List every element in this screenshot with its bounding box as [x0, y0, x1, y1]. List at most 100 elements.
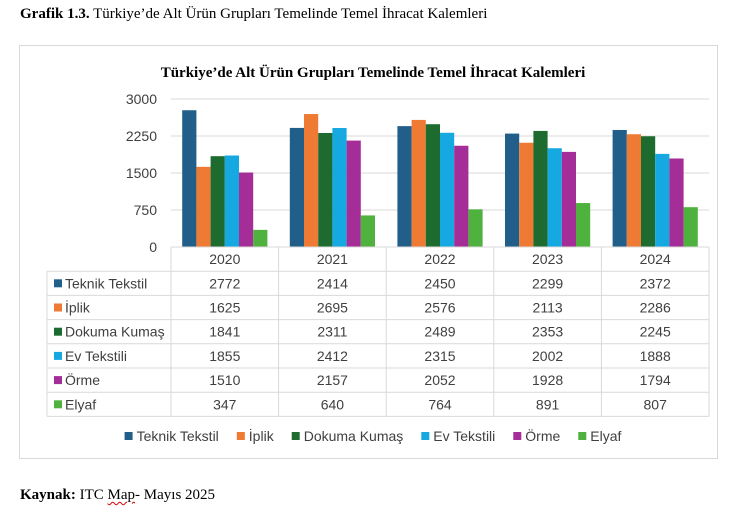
- table-series-label: Elyaf: [65, 396, 96, 412]
- table-series-label: Dokuma Kumaş: [65, 324, 165, 340]
- legend-label: Teknik Tekstil: [137, 428, 219, 444]
- bar: [411, 119, 426, 247]
- bar: [547, 148, 562, 247]
- data-label: 764: [428, 396, 452, 412]
- table-legend-key: [54, 279, 62, 288]
- table-legend-key: [54, 376, 62, 385]
- y-tick-label: 750: [134, 202, 158, 218]
- data-label: 2052: [424, 372, 455, 388]
- x-tick-label: 2020: [209, 251, 240, 267]
- data-label: 1841: [209, 324, 240, 340]
- data-label: 1510: [209, 372, 240, 388]
- bar: [454, 145, 469, 247]
- data-label: 1888: [640, 348, 671, 364]
- bar: [332, 128, 347, 247]
- table-legend-key: [54, 351, 62, 360]
- bar: [468, 209, 483, 247]
- data-label: 347: [213, 396, 237, 412]
- table-series-label: Teknik Tekstil: [65, 275, 147, 291]
- table-legend-key: [54, 400, 62, 409]
- legend-key: [578, 432, 587, 440]
- bar: [318, 132, 333, 247]
- legend-label: Dokuma Kumaş: [304, 428, 404, 444]
- data-label: 1794: [640, 372, 671, 388]
- bar: [346, 140, 361, 247]
- source-note: Kaynak: ITC Map- Mayıs 2025: [20, 487, 215, 504]
- y-tick-label: 2250: [126, 128, 157, 144]
- y-tick-label: 3000: [126, 91, 157, 107]
- data-label: 1625: [209, 300, 240, 316]
- bar: [612, 129, 627, 247]
- source-prefix: ITC: [75, 487, 108, 503]
- legend-key: [124, 432, 133, 440]
- bar: [655, 153, 670, 247]
- data-label: 2576: [424, 300, 455, 316]
- legend-key: [421, 432, 430, 440]
- table-series-label: Örme: [65, 371, 100, 388]
- x-tick-label: 2024: [640, 251, 671, 267]
- table-legend-key: [54, 327, 62, 336]
- data-label: 1928: [532, 372, 563, 388]
- bar: [239, 172, 254, 247]
- legend-label: Elyaf: [590, 428, 621, 444]
- bar: [683, 207, 698, 247]
- x-tick-label: 2022: [424, 251, 455, 267]
- data-label: 891: [536, 396, 560, 412]
- figure-number: Grafik 1.3.: [20, 6, 90, 22]
- data-label: 807: [644, 396, 668, 412]
- bar: [440, 132, 455, 247]
- chart-title: Türkiye’de Alt Ürün Grupları Temelinde T…: [161, 64, 586, 81]
- table-series-label: Ev Tekstili: [65, 348, 127, 364]
- bar: [425, 124, 440, 247]
- data-label: 2157: [317, 372, 348, 388]
- y-tick-label: 1500: [126, 165, 157, 181]
- data-label: 2299: [532, 275, 563, 291]
- data-label: 2245: [640, 324, 671, 340]
- table-series-label: İplik: [65, 299, 91, 316]
- bar: [397, 126, 412, 247]
- bar: [304, 114, 319, 248]
- legend-label: Ev Tekstili: [433, 428, 495, 444]
- legend-label: Örme: [525, 427, 560, 444]
- data-label: 2450: [424, 275, 455, 291]
- bar: [561, 151, 576, 247]
- data-label: 2695: [317, 300, 348, 316]
- data-label: 2286: [640, 300, 671, 316]
- bar: [196, 166, 211, 247]
- bar: [669, 158, 684, 247]
- source-map-word: Map: [107, 487, 136, 503]
- bar: [505, 133, 520, 247]
- table-legend-key: [54, 303, 62, 312]
- bar: [533, 130, 548, 247]
- data-label: 640: [321, 396, 345, 412]
- chart-frame: [19, 45, 718, 459]
- bar: [182, 110, 197, 247]
- bar: [253, 229, 268, 247]
- bar: [519, 142, 534, 247]
- data-label: 2414: [317, 275, 348, 291]
- data-label: 2315: [424, 348, 455, 364]
- bar: [626, 134, 641, 247]
- bar: [289, 127, 304, 247]
- bar: [576, 203, 591, 247]
- legend-key: [291, 432, 300, 440]
- data-label: 2489: [424, 324, 455, 340]
- data-label: 2002: [532, 348, 563, 364]
- data-label: 2772: [209, 275, 240, 291]
- data-label: 2311: [317, 324, 347, 340]
- data-label: 2113: [533, 300, 563, 316]
- bar: [224, 155, 239, 247]
- figure-caption: Grafik 1.3. Türkiye’de Alt Ürün Grupları…: [20, 6, 487, 23]
- bar: [641, 136, 656, 247]
- source-suffix: - Mayıs 2025: [135, 487, 216, 503]
- legend-key: [513, 432, 522, 440]
- bar: [210, 156, 225, 247]
- source-label: Kaynak:: [20, 487, 76, 503]
- legend-label: İplik: [249, 427, 275, 444]
- legend-key: [236, 432, 245, 440]
- y-tick-label: 0: [149, 239, 157, 255]
- data-label: 1855: [209, 348, 240, 364]
- x-tick-label: 2021: [317, 251, 348, 267]
- figure-caption-text: Türkiye’de Alt Ürün Grupları Temelinde T…: [89, 6, 488, 22]
